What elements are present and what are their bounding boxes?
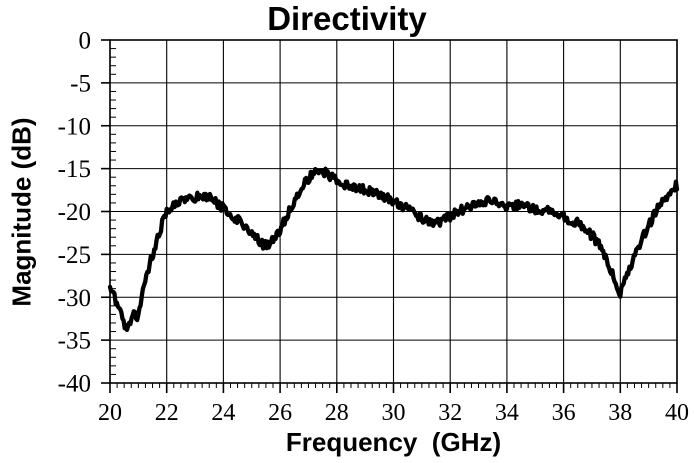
chart-title: Directivity xyxy=(267,0,427,37)
y-tick-label: -15 xyxy=(58,156,91,183)
y-tick-label: -25 xyxy=(58,242,91,269)
y-tick-label: -35 xyxy=(58,328,91,355)
x-tick-label: 22 xyxy=(155,400,179,426)
x-axis-title: Frequency (GHz) xyxy=(285,427,502,457)
x-tick-label: 34 xyxy=(495,400,519,426)
y-tick-label: -10 xyxy=(58,113,91,140)
y-tick-label: -5 xyxy=(70,70,91,97)
y-axis-title: Magnitude (dB) xyxy=(6,117,37,307)
x-tick-label: 38 xyxy=(608,400,632,426)
x-tick-label: 30 xyxy=(382,400,406,426)
y-tick-label: 0 xyxy=(79,28,92,55)
x-tick-label: 20 xyxy=(98,400,122,426)
x-tick-label: 24 xyxy=(211,400,235,426)
y-tick-label: -20 xyxy=(58,199,91,226)
y-tick-label: -30 xyxy=(58,285,91,312)
directivity-trace xyxy=(107,166,680,333)
y-tick-label: -40 xyxy=(58,371,91,398)
x-tick-label: 36 xyxy=(552,400,576,426)
x-tick-label: 26 xyxy=(268,400,292,426)
x-tick-label: 28 xyxy=(325,400,349,426)
x-tick-label: 40 xyxy=(665,400,689,426)
x-tick-label: 32 xyxy=(438,400,462,426)
